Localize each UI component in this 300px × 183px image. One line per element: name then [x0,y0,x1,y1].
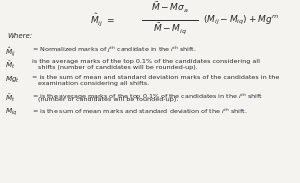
Text: $Mg_t$: $Mg_t$ [5,75,20,85]
Text: shifts (number of candidates will be rounded-up).: shifts (number of candidates will be rou… [38,64,198,70]
Text: = is the average marks of the top 0.1% of the candidates in the $i^{th}$ shift: = is the average marks of the top 0.1% o… [32,92,263,102]
Text: Where:: Where: [7,33,32,39]
Text: (number of candidates will be rounded-up).: (number of candidates will be rounded-up… [38,98,178,102]
Text: $M_{iq}$: $M_{iq}$ [5,107,18,119]
Text: $\hat{M}_{ij}\ =$: $\hat{M}_{ij}\ =$ [90,12,115,28]
Text: $\bar{M}_t$: $\bar{M}_t$ [5,59,15,71]
Text: = is the sum of mean marks and standard deviation of the $i^{th}$ shift.: = is the sum of mean marks and standard … [32,107,247,116]
Text: $\bar{M}_t$: $\bar{M}_t$ [5,92,15,104]
Text: $(M_{ij} - M_{iq}) + Mg^m$: $(M_{ij} - M_{iq}) + Mg^m$ [203,13,279,27]
Text: $\hat{M}_{ij}$: $\hat{M}_{ij}$ [5,45,16,59]
Text: $\bar{M} - M\sigma_a$: $\bar{M} - M\sigma_a$ [151,1,189,15]
Text: is the average marks of the top 0.1% of the candidates considering all: is the average marks of the top 0.1% of … [32,59,260,64]
Text: examination considering all shifts.: examination considering all shifts. [38,81,149,85]
Text: $\bar{M} - M_{iq}$: $\bar{M} - M_{iq}$ [153,21,187,36]
Text: = is the sum of mean and standard deviation marks of the candidates in the: = is the sum of mean and standard deviat… [32,75,279,80]
Text: = Normalized marks of $j^{th}$ candidate in the $i^{th}$ shift.: = Normalized marks of $j^{th}$ candidate… [32,45,196,55]
